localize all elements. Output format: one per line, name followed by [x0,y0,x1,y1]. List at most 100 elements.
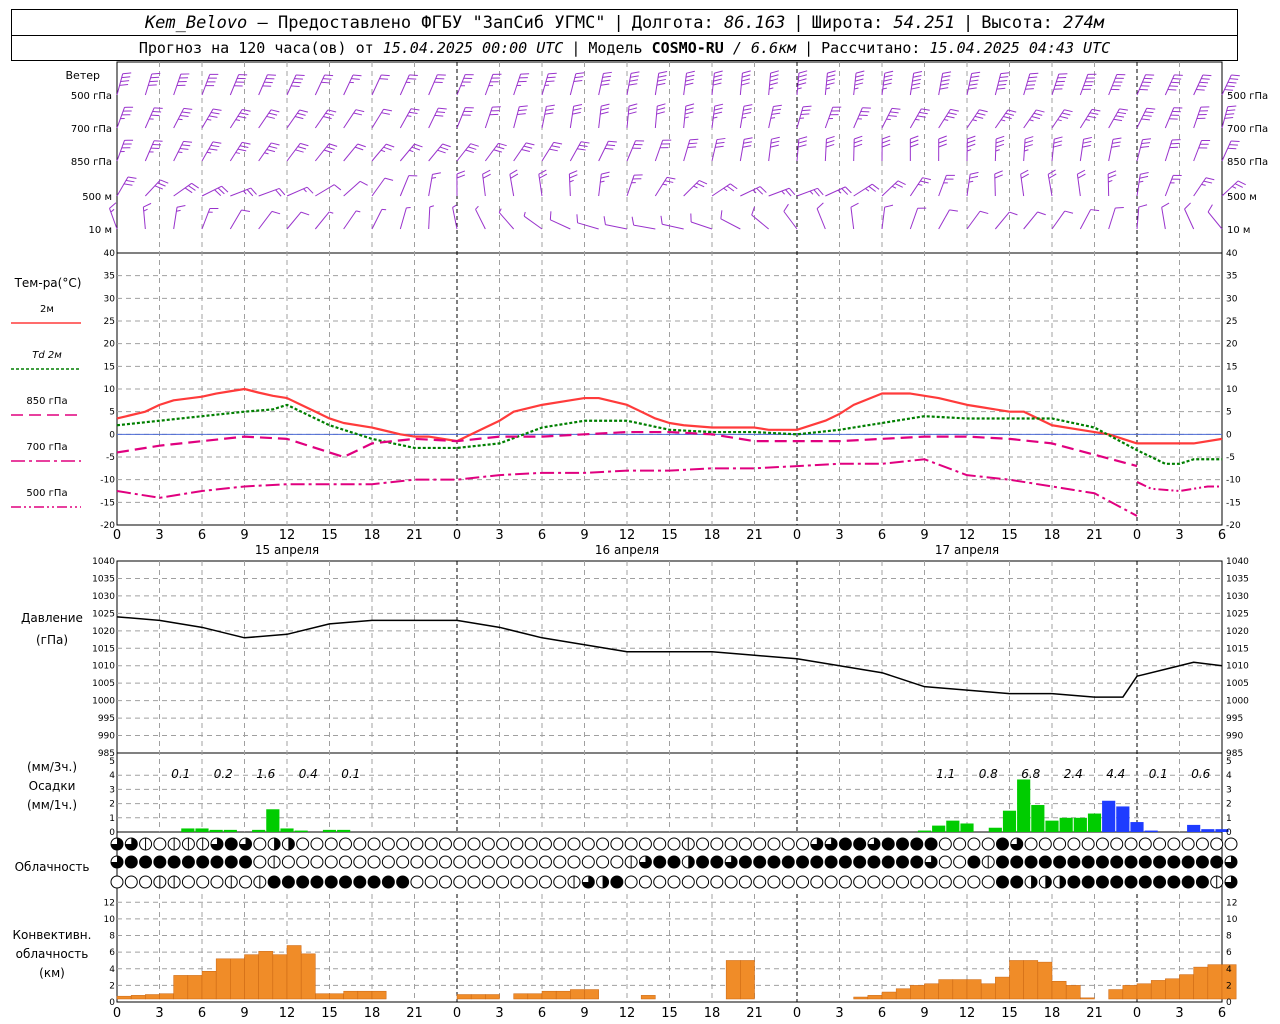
precip-bar [280,828,294,832]
cloud-symbol [1138,875,1152,889]
cloud-circle [753,875,767,889]
wind-barb-feather [357,143,366,148]
precip-total-label: 6.8 [1021,767,1040,781]
wind-barb-staff [1079,139,1085,162]
precip-total-label: 0.1 [171,767,190,781]
cloud-symbol [710,855,724,869]
wind-barb [740,186,767,197]
wind-barb-feather [603,216,606,225]
wind-barb-staff [399,175,410,197]
cloud-fill-full [782,856,795,868]
wind-barb-feather [1170,81,1180,84]
cloud-symbol [1210,837,1224,851]
cloud-circle [596,855,610,869]
wind-barb-staff [258,109,272,129]
wind-barb-staff [626,140,636,162]
cloud-fill-full [296,876,309,888]
wind-barb [399,175,418,197]
cloud-symbol [810,875,824,889]
wind-barb [598,140,617,162]
press-ytick-left: 1030 [92,592,115,602]
cloud-circle [596,837,610,851]
wind-barb-staff [768,73,772,96]
cloud-symbol [496,875,510,889]
wind-barb-feather [239,145,249,149]
wind-barb-feather [381,74,390,77]
wind-barb-feather [573,103,583,107]
wind-barb-feather [783,203,789,212]
wind-barb-half-feather [264,152,269,155]
cloud-symbol [224,855,238,869]
cloud-symbol [381,875,395,889]
cloud-circle [481,875,495,889]
wind-barb-half-feather [713,116,718,119]
cloud-circle [767,837,781,851]
precip-ytick-left: 4 [109,771,115,781]
wind-barb [343,143,366,162]
wind-barb-feather [970,75,980,78]
wind-barb-feather [751,206,755,216]
wind-barb-feather [1169,85,1178,87]
cloud-symbol [438,855,452,869]
wind-barb [966,171,979,197]
wind-barb-staff [1079,74,1089,96]
wind-barb-feather [125,179,135,183]
hour-label-temp: 0 [1133,528,1141,543]
cloud-symbol [924,837,938,851]
hour-label-bottom: 9 [920,1006,928,1021]
wind-barb-feather [917,115,926,118]
cloud-circle [324,837,338,851]
wind-barb-feather [438,107,447,110]
cloud-fill-half [1031,876,1038,888]
wind-barb [654,103,666,129]
wind-barb [683,103,695,129]
wind-barb [796,136,808,162]
press-ytick-right: 1020 [1226,627,1249,637]
wind-barb-staff [371,143,387,162]
wind-barb [1221,180,1246,197]
cloud-circle [424,837,438,851]
conv-cloud-bar [1150,980,1166,1000]
precip-total-label: 1.1 [936,767,955,781]
wind-barb-feather [482,173,491,179]
wind-barb-feather [291,85,300,87]
wind-barb-staff [739,73,743,96]
cloud-symbol [1095,875,1109,889]
wind-barb-feather [685,107,694,111]
wind-barb-feather [157,182,166,187]
precip-bar [195,828,209,832]
cloud-circle [924,875,938,889]
precip-bar [294,830,308,832]
wind-barb-feather [912,78,921,82]
wind-barb-feather [437,149,446,154]
wind-barb-half-feather [915,118,920,121]
wind-barb [1079,108,1101,129]
cloud-circle [353,837,367,851]
cloud-fill-full [1167,856,1180,868]
precip-bar [1215,829,1229,832]
cloud-circle [653,837,667,851]
wind-level-label-left: 10 м [89,225,112,236]
wind-barb [286,211,310,230]
cloud-symbol [196,837,210,851]
wind-barb [1051,136,1063,162]
wind-barb [711,183,738,197]
cloud-symbol [267,855,281,869]
cloud-symbol [1010,837,1024,851]
wind-barb-feather [948,112,957,116]
cloud-symbol [139,855,153,869]
wind-barb-feather [1196,89,1205,91]
cloud-fill-three-quarter [725,856,738,868]
cloud-circle [1024,837,1038,851]
cloud-circle [1038,837,1052,851]
cloud-fill-full [1110,876,1123,888]
wind-barb [428,74,446,96]
cloud-circle [1210,837,1224,851]
wind-barb [1051,73,1068,96]
cloud-fill-full [925,838,938,850]
precip-total-label: 0.2 [214,767,233,781]
precip-bar [1087,813,1102,832]
cloud-symbol [339,875,353,889]
wind-barb-feather [385,143,395,148]
